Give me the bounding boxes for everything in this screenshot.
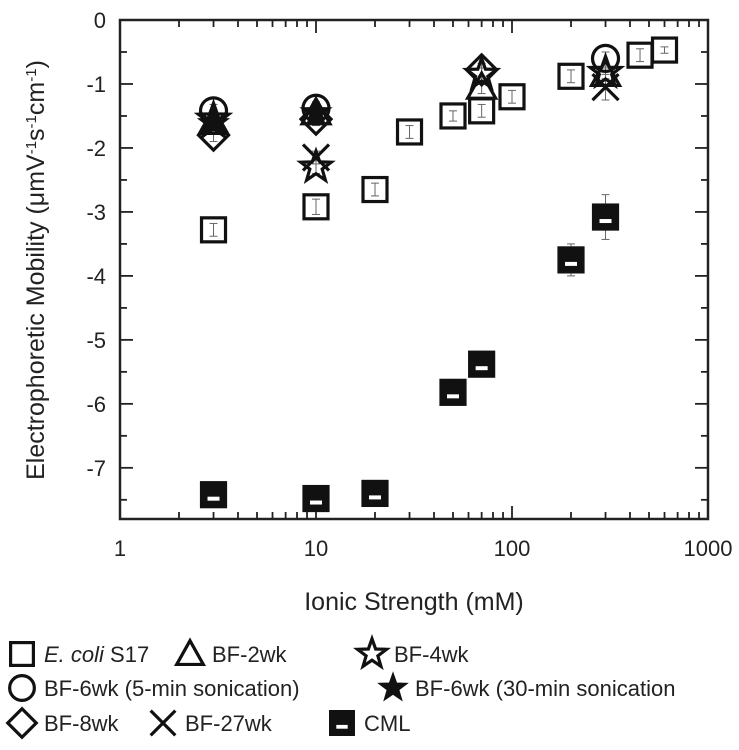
legend-item: E. coli S17 [9,640,149,667]
ylabel-part: μ [22,192,50,206]
data-point [302,193,330,221]
y-tick-label: -7 [86,456,106,481]
data-point [199,111,228,140]
legend-item: BF-2wk [173,637,288,667]
data-point [498,83,526,111]
error-bars [209,46,669,506]
data-point [299,95,333,127]
ylabel-superscript: -1 [23,115,40,128]
x-tick-label: 10 [304,536,328,561]
legend-item: BF-27wk [149,709,273,737]
legend-item: BF-6wk (30-min sonication [377,671,675,702]
y-tick-label: 0 [94,8,106,33]
data-point [590,43,621,73]
y-axis-title: Electrophoretic Mobility (μmV-1s-1cm-1) [22,60,50,480]
data-point [199,216,228,244]
data-point [298,101,334,137]
data-markers [193,36,679,513]
data-point [461,53,502,92]
legend-marker [5,706,39,740]
data-point [557,62,585,90]
legend-label: BF-4wk [394,642,470,667]
legend: E. coli S17 BF-2wk BF-4wk BF-6wk (5-min son… [5,634,675,740]
plot-area-border [118,18,710,521]
data-point [468,350,496,378]
data-point [557,246,585,274]
y-tick-label: -1 [86,72,106,97]
y-tick-labels: 0 -1 -2 -3 -4 -5 -6 -7 [86,8,106,481]
ylabel-superscript: -1 [23,141,40,154]
legend-marker [173,637,207,667]
plot-frame [118,18,710,521]
axis-ticks [119,19,708,519]
legend-label-italic: E. coli [44,642,105,667]
data-point [361,479,389,508]
y-tick-label: -4 [86,264,106,289]
legend-marker [9,640,35,667]
data-point [302,484,330,513]
legend-marker [8,674,36,702]
series-e-coli-s17 [199,36,679,244]
ylabel-part: Electrophoretic Mobility ( [22,206,50,480]
data-point [439,102,467,130]
legend-label: BF-6wk (5-min sonication) [44,676,300,701]
ylabel-part: cm [22,82,50,115]
legend-marker [149,709,177,737]
ylabel-part: ) [22,60,50,68]
series-cml [199,203,620,513]
legend-label: BF-6wk (30-min sonication [415,676,675,701]
legend-label-rest: S17 [104,642,149,667]
legend-item: BF-6wk (5-min sonication) [8,674,300,702]
legend-marker [377,671,409,702]
x-tick-labels: 1 10 100 1000 [114,536,733,561]
series-bf-2wk [196,57,623,135]
series-bf-6wk-5-min-sonication [198,43,621,126]
series-bf-27wk [199,73,620,172]
ylabel-superscript: -1 [23,68,40,81]
data-point [196,117,231,153]
legend-marker [329,709,356,736]
y-tick-label: -5 [86,328,106,353]
y-tick-label: -3 [86,200,106,225]
legend-label: CML [364,711,410,736]
ylabel-part: s [22,128,50,141]
y-tick-label: -6 [86,392,106,417]
legend-marker [352,634,392,671]
x-tick-label: 100 [494,536,531,561]
data-point [650,36,679,64]
ylabel-part: mV [22,154,50,192]
legend-label: BF-27wk [185,711,273,736]
x-tick-label: 1 [114,536,126,561]
data-point [591,203,620,231]
data-point [199,481,228,509]
legend-item: BF-4wk [352,634,470,671]
data-point [439,378,467,406]
data-point [464,52,499,88]
data-point [591,73,620,102]
x-axis-title: Ionic Strength (mM) [304,588,524,616]
legend-label: BF-2wk [212,642,288,667]
legend-item: BF-8wk [5,706,120,740]
legend-label: E. coli S17 [44,642,149,667]
data-point [395,118,424,146]
legend-item: CML [329,709,410,736]
data-point [301,143,331,172]
legend-label: BF-8wk [44,711,120,736]
data-point [361,175,389,204]
series-bf-4wk [193,51,626,184]
data-point [296,146,336,184]
x-tick-label: 1000 [684,536,733,561]
y-tick-label: -2 [86,136,106,161]
series-bf-8wk [196,52,499,153]
